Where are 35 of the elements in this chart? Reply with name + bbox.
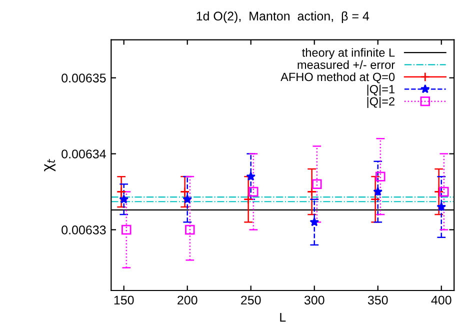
- point: [436, 202, 446, 212]
- point: [439, 186, 449, 197]
- y-tick-label: 0.00634: [62, 150, 106, 158]
- point: [122, 224, 132, 235]
- x-tick-label: 400: [431, 296, 452, 305]
- y-tick-label: 0.00633: [62, 226, 106, 234]
- legend-label: theory at infinite L: [302, 48, 395, 60]
- point: [185, 224, 195, 235]
- legend-label: AFHO method at Q=0: [280, 72, 395, 84]
- x-tick-label: 200: [178, 296, 198, 305]
- x-tick-label: 150: [114, 296, 134, 305]
- x-tick-label: 250: [241, 296, 261, 305]
- point: [312, 179, 322, 190]
- point: [246, 172, 256, 181]
- x-axis-title: L: [280, 313, 286, 322]
- x-tick-label: 300: [304, 296, 324, 305]
- point: [376, 172, 386, 182]
- point: [182, 194, 192, 204]
- point: [310, 217, 320, 226]
- point: [248, 186, 258, 197]
- point: [180, 186, 190, 197]
- y-axis-title: χ$_{t}$: [44, 158, 56, 172]
- legend-label: measured +/- error: [298, 60, 395, 69]
- point: [116, 186, 126, 197]
- legend-label: |Q|=1: [367, 84, 394, 96]
- legend-label: |Q|=2: [367, 96, 394, 108]
- point: [243, 194, 254, 204]
- point: [373, 186, 383, 196]
- point: [434, 186, 444, 197]
- y-tick-label: 0.00635: [62, 74, 106, 82]
- x-tick-label: 350: [368, 296, 388, 305]
- point: [306, 186, 317, 197]
- chart-title: 1d O(2), Manton action, β = 4: [196, 11, 370, 23]
- point: [370, 194, 380, 204]
- point: [119, 194, 129, 204]
